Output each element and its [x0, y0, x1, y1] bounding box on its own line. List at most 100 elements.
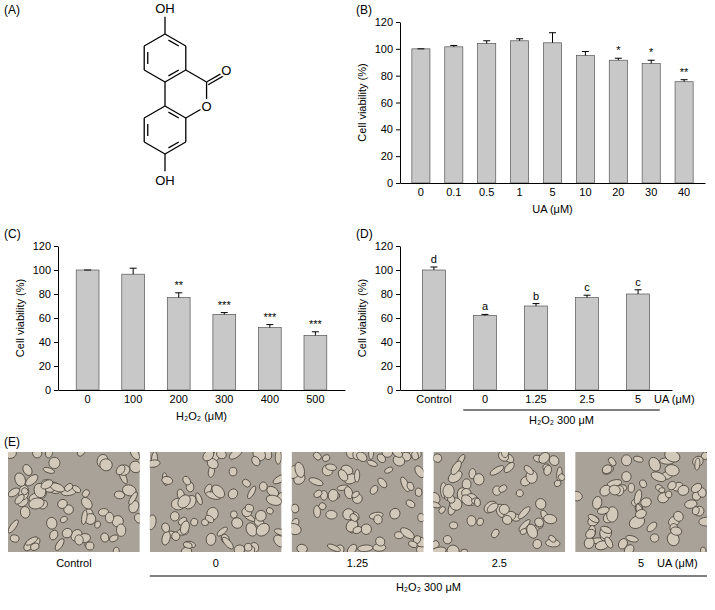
caption: 5	[638, 557, 644, 569]
figure: (A)OHOOOH(B)02040608010012000.10.5151020…	[0, 0, 715, 610]
cell	[312, 489, 323, 500]
annotation: c	[584, 281, 590, 293]
cell	[369, 484, 380, 496]
cell	[336, 468, 349, 483]
cell	[204, 514, 215, 524]
cell	[355, 452, 369, 464]
micrograph-background	[292, 452, 424, 552]
cell	[272, 472, 282, 485]
error-bar	[84, 270, 91, 271]
atom-label: O	[221, 63, 231, 78]
x-tick: Control	[416, 393, 451, 405]
x-axis-line	[401, 183, 706, 184]
cell	[640, 497, 653, 509]
x-axis: 0100200300400500	[59, 391, 346, 405]
y-tick: 20	[381, 360, 400, 372]
marks	[422, 267, 649, 390]
bond	[164, 82, 165, 106]
marks	[76, 268, 327, 390]
x-tick: 40	[678, 186, 690, 198]
cell	[692, 506, 700, 515]
bar	[213, 314, 236, 390]
cell	[60, 526, 74, 539]
error-bar	[312, 332, 319, 336]
y-axis-title: Cell viability (%)	[356, 63, 368, 141]
y-axis-title: Cell viability (%)	[356, 279, 368, 357]
cell	[384, 466, 394, 474]
annotation: a	[482, 300, 489, 312]
error-bar	[516, 39, 523, 41]
cell	[534, 497, 548, 511]
cell	[473, 473, 485, 486]
cell	[490, 528, 501, 540]
bond	[186, 70, 207, 82]
cell	[39, 478, 54, 491]
error-bar	[130, 268, 137, 274]
atom-label: OH	[155, 173, 175, 188]
x-axis-title: UA (μM)	[532, 203, 573, 215]
caption: 0	[213, 557, 219, 569]
bond	[168, 40, 178, 46]
bond	[144, 46, 145, 70]
bar	[609, 60, 627, 183]
micrograph	[150, 452, 282, 552]
cell	[666, 480, 678, 492]
cell	[56, 498, 69, 510]
annotation: c	[635, 276, 641, 288]
cell	[326, 510, 338, 519]
bond	[165, 70, 186, 82]
cell	[8, 486, 21, 498]
y-tick: 60	[381, 97, 400, 109]
cell	[85, 541, 94, 550]
bond	[144, 70, 165, 82]
cell	[271, 533, 281, 550]
bar	[76, 270, 99, 390]
atom-background	[219, 64, 233, 78]
cell	[98, 457, 113, 472]
cell	[700, 546, 707, 552]
error-bar	[266, 325, 273, 328]
cell	[497, 483, 508, 494]
cell	[250, 455, 262, 467]
cell	[650, 534, 659, 543]
y-tick: 0	[387, 177, 400, 189]
error-bar	[615, 58, 622, 60]
cell	[230, 511, 237, 518]
micrograph-background	[433, 452, 565, 552]
y-tick-mark	[54, 270, 58, 271]
x-tick: 300	[215, 393, 233, 405]
cell	[587, 513, 601, 525]
micrograph	[433, 452, 565, 552]
cell	[672, 510, 685, 524]
cell	[296, 543, 308, 552]
panel-label: (A)	[4, 3, 20, 17]
x-tick-label: 2.5	[579, 393, 594, 405]
cell	[476, 517, 484, 526]
cell	[357, 544, 373, 552]
cell	[489, 464, 506, 477]
y-tick-label: 40	[381, 123, 393, 135]
cell	[265, 506, 274, 515]
y-tick-mark	[396, 129, 400, 130]
group-bracket	[150, 576, 707, 577]
cell	[326, 543, 341, 552]
bar	[525, 306, 548, 390]
micrograph-panel: (E)Control01.252.55UA (μM)H₂O₂ 300 μM	[4, 435, 715, 593]
error-bar	[221, 313, 228, 315]
bar	[478, 43, 496, 183]
bar	[642, 64, 660, 183]
cell	[597, 506, 610, 516]
cell	[617, 537, 629, 551]
y-tick-mark	[54, 318, 58, 319]
cell	[482, 499, 499, 516]
y-tick: 40	[381, 336, 400, 348]
bond	[144, 34, 165, 46]
cell	[433, 546, 447, 552]
cell	[24, 535, 38, 547]
cell	[170, 531, 181, 542]
cell	[317, 501, 327, 511]
cell	[692, 504, 706, 518]
cell	[46, 517, 58, 530]
cell	[621, 455, 631, 466]
y-tick-mark	[54, 366, 58, 367]
